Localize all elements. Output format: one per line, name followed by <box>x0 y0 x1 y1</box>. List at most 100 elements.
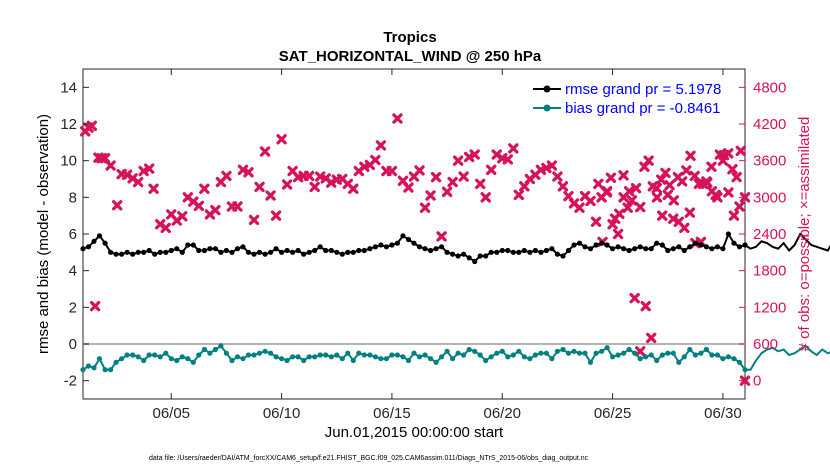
bias-point <box>356 350 362 356</box>
rmse-point <box>714 244 721 250</box>
obs-count-marker <box>657 210 668 221</box>
obs-count-marker <box>112 200 123 211</box>
obs-count-marker <box>348 183 359 194</box>
obs-count-marker <box>458 171 469 182</box>
y-tick-label: 0 <box>69 336 77 353</box>
rmse-point <box>152 251 158 257</box>
rmse-point <box>654 240 660 246</box>
bias-point <box>96 356 103 362</box>
obs-count-marker <box>647 181 659 192</box>
rmse-point <box>582 244 588 250</box>
rmse-point <box>604 242 610 248</box>
rmse-point <box>273 246 279 252</box>
y-axis-label: rmse and bias (model - observation) <box>35 114 52 354</box>
obs-count-marker <box>243 167 254 178</box>
obs-count-marker <box>635 201 646 213</box>
rmse-point <box>185 242 191 248</box>
rmse-point <box>698 242 704 248</box>
obs-count-marker <box>486 164 497 176</box>
x-axis-ticks: 06/05 06/10 06/15 06/20 06/25 06/30 <box>152 69 742 422</box>
rmse-point <box>455 253 461 259</box>
bias-point <box>576 350 583 356</box>
obs-count-marker <box>728 210 740 221</box>
bias-point <box>516 348 522 354</box>
obs-count-marker <box>148 183 159 194</box>
bias-point <box>124 352 130 358</box>
rmse-point <box>731 240 737 246</box>
obs-count-marker <box>309 181 320 193</box>
bias-point <box>168 356 174 362</box>
bias-point <box>571 348 577 354</box>
rmse-point <box>130 251 136 257</box>
bias-point <box>560 346 566 353</box>
obs-count-marker <box>89 300 101 312</box>
obs-count-marker <box>640 300 651 312</box>
bias-point <box>736 359 743 365</box>
rmse-point <box>709 246 715 252</box>
obs-count-marker <box>199 183 210 194</box>
bias-point <box>615 352 621 358</box>
bias-point <box>141 357 147 364</box>
bias-point <box>527 356 533 362</box>
bias-point <box>477 352 483 358</box>
obs-count-marker <box>590 216 602 227</box>
rmse-point <box>102 240 108 246</box>
bias-point <box>80 367 86 373</box>
bias-point <box>626 346 632 353</box>
rmse-point <box>565 247 572 254</box>
bias-point <box>163 350 169 356</box>
rmse-point <box>240 244 246 250</box>
rmse-point <box>141 249 147 255</box>
obs-count-marker <box>508 143 519 154</box>
bias-point <box>295 354 301 360</box>
rmse-point <box>389 242 395 248</box>
y-tick-label: 10 <box>60 153 77 170</box>
rmse-point <box>599 240 605 246</box>
rmse-point <box>323 247 329 254</box>
rmse-point <box>510 249 516 255</box>
bias-point <box>394 352 400 358</box>
rmse-point <box>218 249 224 255</box>
rmse-point <box>516 249 522 255</box>
obs-count-marker <box>303 170 315 182</box>
obs-count-marker <box>626 195 638 206</box>
bias-point <box>510 352 516 358</box>
rmse-point <box>245 249 252 255</box>
rmse-point <box>587 246 594 252</box>
y-tick-label: 14 <box>60 79 77 96</box>
obs-count-marker <box>480 192 491 203</box>
bias-point <box>312 354 318 360</box>
obs-count-marker <box>681 165 692 176</box>
rmse-point <box>494 249 500 255</box>
obs-count-marker <box>210 204 221 216</box>
bias-point <box>637 356 643 362</box>
bias-point <box>339 356 345 362</box>
obs-count-marker <box>552 171 563 182</box>
bias-point <box>505 354 511 360</box>
obs-count-marker <box>430 171 442 183</box>
axes-box <box>82 68 746 400</box>
rmse-point <box>488 249 494 255</box>
obs-count-marker <box>193 200 205 212</box>
bias-point <box>670 350 676 356</box>
rmse-point <box>621 246 627 252</box>
obs-count-marker <box>160 222 171 234</box>
obs-count-marker <box>513 189 525 201</box>
obs-count-marker <box>664 179 675 191</box>
rmse-point <box>113 251 119 257</box>
obs-count-marker <box>232 201 243 212</box>
bias-point <box>207 350 213 356</box>
rmse-point <box>119 251 125 257</box>
chart-title: Tropics <box>383 29 436 46</box>
rmse-point <box>439 244 445 250</box>
rmse-point <box>328 247 334 254</box>
bias-point <box>229 357 235 364</box>
rmse-point <box>703 244 710 250</box>
bias-point <box>681 354 687 360</box>
rmse-point <box>692 240 699 246</box>
bias-point <box>538 350 544 356</box>
obs-count-marker <box>392 113 403 124</box>
rmse-point <box>405 236 412 243</box>
bias-point <box>135 354 141 360</box>
rmse-point <box>637 244 643 250</box>
